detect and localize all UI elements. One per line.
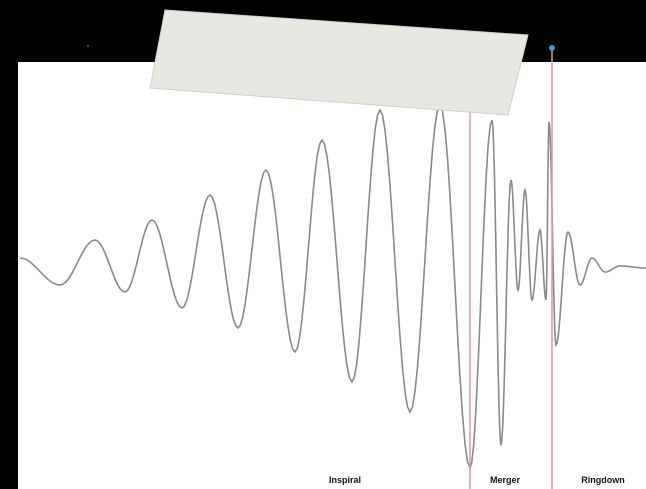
phase-label: Inspiral — [329, 475, 361, 485]
star — [87, 45, 89, 47]
phase-label: Ringdown — [581, 475, 625, 485]
gravitational-wave-diagram: Inspiral Merger Ringdown — [0, 0, 646, 489]
marker-dot — [549, 45, 555, 51]
phase-label: Merger — [490, 475, 521, 485]
